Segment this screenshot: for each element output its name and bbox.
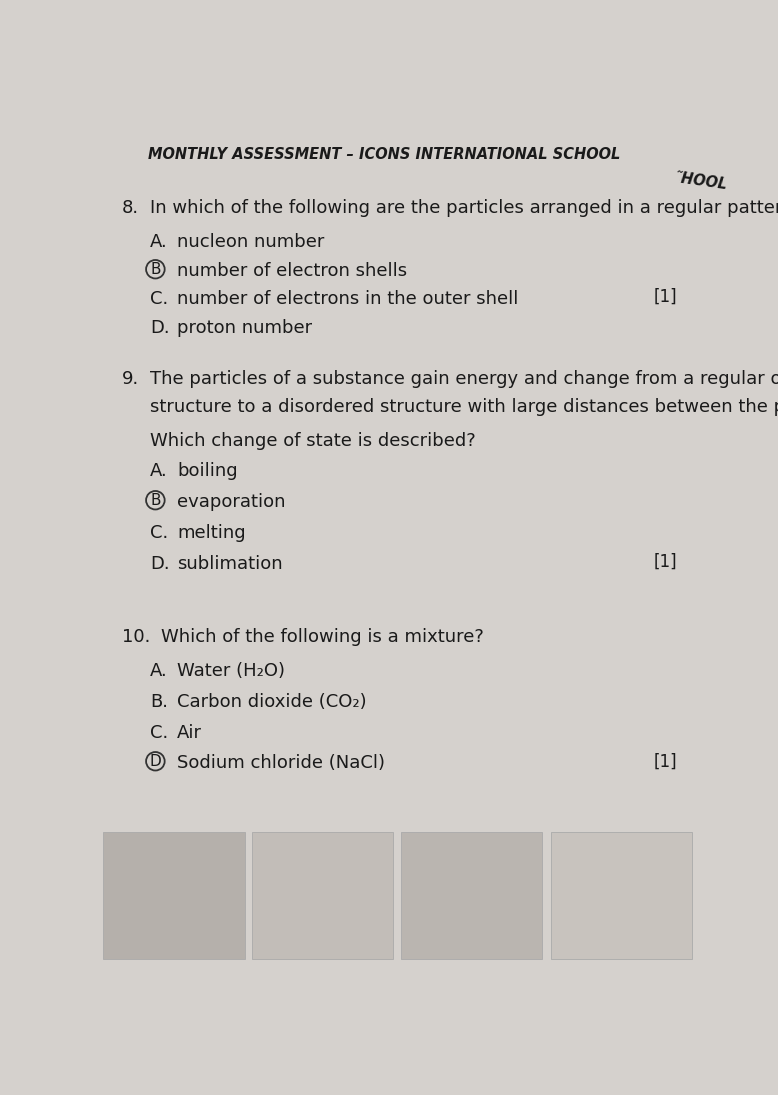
Text: [1]: [1]: [654, 288, 678, 306]
Text: B.: B.: [150, 693, 168, 711]
Text: [1]: [1]: [654, 752, 678, 770]
Text: Carbon dioxide (CO₂): Carbon dioxide (CO₂): [177, 693, 366, 711]
Text: Which change of state is described?: Which change of state is described?: [150, 431, 475, 450]
Text: A.: A.: [150, 233, 168, 251]
Text: B: B: [150, 262, 160, 277]
Bar: [252, 832, 394, 959]
Text: [1]: [1]: [654, 553, 678, 570]
Text: 10.: 10.: [122, 629, 150, 646]
Text: proton number: proton number: [177, 319, 312, 336]
Text: C.: C.: [150, 290, 168, 308]
Text: B: B: [150, 493, 160, 508]
Bar: [103, 832, 244, 959]
Text: Sodium chloride (NaCl): Sodium chloride (NaCl): [177, 754, 385, 772]
Bar: [401, 832, 542, 959]
Text: D: D: [149, 753, 161, 769]
Text: C.: C.: [150, 525, 168, 542]
Text: Air: Air: [177, 724, 202, 741]
Text: 8.: 8.: [122, 199, 139, 217]
Text: Water (H₂O): Water (H₂O): [177, 662, 285, 680]
Text: In which of the following are the particles arranged in a regular pattern?: In which of the following are the partic…: [150, 199, 778, 217]
Text: nucleon number: nucleon number: [177, 233, 324, 251]
Text: The particles of a substance gain energy and change from a regular ordered: The particles of a substance gain energy…: [150, 370, 778, 388]
Text: evaporation: evaporation: [177, 494, 286, 511]
Text: D.: D.: [150, 319, 170, 336]
Text: sublimation: sublimation: [177, 555, 282, 573]
Text: boiling: boiling: [177, 462, 238, 481]
Text: structure to a disordered structure with large distances between the particles.: structure to a disordered structure with…: [150, 397, 778, 416]
Text: 9.: 9.: [122, 370, 139, 388]
Text: number of electrons in the outer shell: number of electrons in the outer shell: [177, 290, 518, 308]
Text: Which of the following is a mixture?: Which of the following is a mixture?: [161, 629, 484, 646]
Text: melting: melting: [177, 525, 246, 542]
Text: D.: D.: [150, 555, 170, 573]
Text: A.: A.: [150, 662, 168, 680]
Text: A.: A.: [150, 462, 168, 481]
Bar: [551, 832, 692, 959]
Text: MONTHLY ASSESSMENT – ICONS INTERNATIONAL SCHOOL: MONTHLY ASSESSMENT – ICONS INTERNATIONAL…: [148, 147, 620, 162]
Text: number of electron shells: number of electron shells: [177, 263, 407, 280]
Text: ˜HOOL: ˜HOOL: [672, 171, 727, 193]
Text: C.: C.: [150, 724, 168, 741]
